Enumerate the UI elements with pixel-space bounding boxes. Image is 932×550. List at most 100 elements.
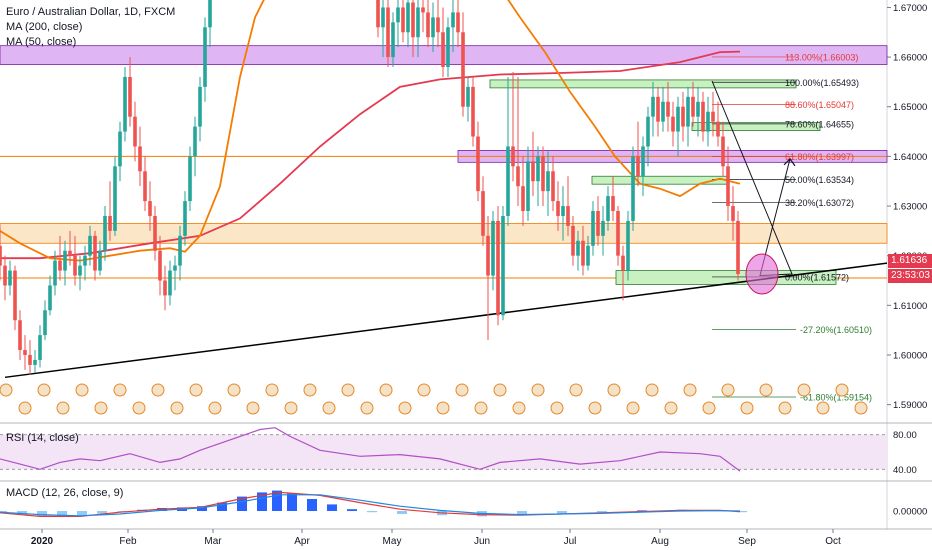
candle-body (571, 225, 575, 256)
candle-body (48, 285, 52, 311)
y-tick-label: 1.60000 (893, 350, 927, 361)
y-tick-label: 1.61000 (893, 301, 927, 312)
arrow-head (783, 157, 796, 167)
candle-body (611, 196, 615, 211)
rsi-tick-label: 80.00 (893, 430, 917, 441)
candle-body (38, 335, 42, 360)
candle-body (691, 96, 695, 117)
candle-body (431, 17, 435, 38)
y-tick-label: 1.59000 (893, 400, 927, 411)
macd-histogram-bar (217, 502, 227, 511)
candle-body (158, 250, 162, 281)
candle-body (551, 171, 555, 202)
candle-body (516, 166, 520, 187)
event-icon (284, 401, 298, 415)
y-tick-label: 1.63000 (893, 202, 927, 213)
candle-body (556, 201, 560, 216)
macd-histogram-bar (257, 492, 267, 511)
candle-body (153, 215, 157, 251)
candle-body (496, 220, 500, 316)
last-price-tag: 1.61636 (888, 254, 932, 268)
macd-histogram-bar (397, 511, 407, 514)
x-tick-label: Aug (651, 536, 669, 547)
candle-body (541, 156, 545, 192)
candle-body (536, 156, 540, 182)
candle-body (13, 270, 17, 321)
candle-body (656, 96, 660, 122)
support-zone (0, 223, 888, 244)
candle-body (28, 354, 32, 365)
event-icon (265, 383, 279, 397)
candle-body (73, 255, 77, 276)
rsi-tick-label: 40.00 (893, 465, 917, 476)
countdown-tag: 23:53:03 (888, 269, 932, 283)
event-icon (132, 401, 146, 415)
y-tick-label: 1.66000 (893, 53, 927, 64)
candle-body (521, 186, 525, 211)
event-icon (436, 401, 450, 415)
candle-body (23, 350, 27, 355)
candle-body (731, 206, 735, 221)
x-tick-label: Jul (564, 536, 577, 547)
x-tick-label: Oct (825, 536, 841, 547)
candle-body (78, 265, 82, 276)
candle-body (476, 136, 480, 192)
candle-body (381, 7, 385, 28)
event-icon (189, 383, 203, 397)
candle-body (98, 250, 102, 271)
event-icon (854, 401, 868, 415)
macd-histogram-bar (17, 511, 27, 514)
candle-body (68, 250, 72, 256)
candle-body (103, 215, 107, 251)
event-icon (303, 383, 317, 397)
candle-body (123, 76, 127, 132)
candle-body (83, 255, 87, 266)
macd-histogram-bar (57, 511, 67, 517)
x-tick-label: Mar (204, 536, 222, 547)
candle-body (561, 206, 565, 216)
fib-target-box (489, 79, 797, 89)
event-icon (0, 383, 13, 397)
fib-level-label: 0.00%(1.61572) (785, 272, 849, 282)
candle-body (108, 215, 112, 231)
macd-histogram-bar (117, 511, 127, 512)
event-icon (398, 401, 412, 415)
macd-histogram-bar (287, 493, 297, 511)
candle-body (33, 359, 37, 365)
macd-histogram-bar (557, 511, 567, 514)
macd-histogram-bar (307, 499, 317, 511)
rsi-band (0, 434, 887, 470)
candle-body (466, 86, 470, 107)
candle-body (178, 235, 182, 266)
candle-body (706, 111, 710, 132)
candle-body (566, 206, 570, 226)
y-tick-label: 1.64000 (893, 152, 927, 163)
fib-level-label: 88.60%(1.65047) (785, 100, 854, 110)
macd-histogram-bar (637, 510, 647, 511)
event-icon (759, 383, 773, 397)
candle-body (586, 245, 590, 266)
macd-histogram-bar (737, 511, 747, 513)
macd-histogram-bar (367, 511, 377, 513)
candle-body (591, 211, 595, 246)
event-icon (721, 383, 735, 397)
candle-body (58, 260, 62, 271)
candle-body (451, 12, 455, 28)
event-icon (75, 383, 89, 397)
event-icon (626, 401, 640, 415)
candle-body (93, 235, 97, 271)
event-icon (417, 383, 431, 397)
candle-body (681, 106, 685, 127)
candle-body (531, 161, 535, 182)
ma200-legend: MA (200, close) (6, 21, 83, 33)
candle-body (203, 27, 207, 87)
macd-histogram-bar (327, 504, 337, 511)
candle-body (376, 0, 380, 28)
x-tick-label: Apr (294, 536, 310, 547)
candle-body (193, 126, 197, 157)
candle-body (53, 260, 57, 286)
candle-body (736, 220, 740, 275)
candle-body (576, 240, 580, 256)
macd-signal-line (0, 494, 741, 517)
